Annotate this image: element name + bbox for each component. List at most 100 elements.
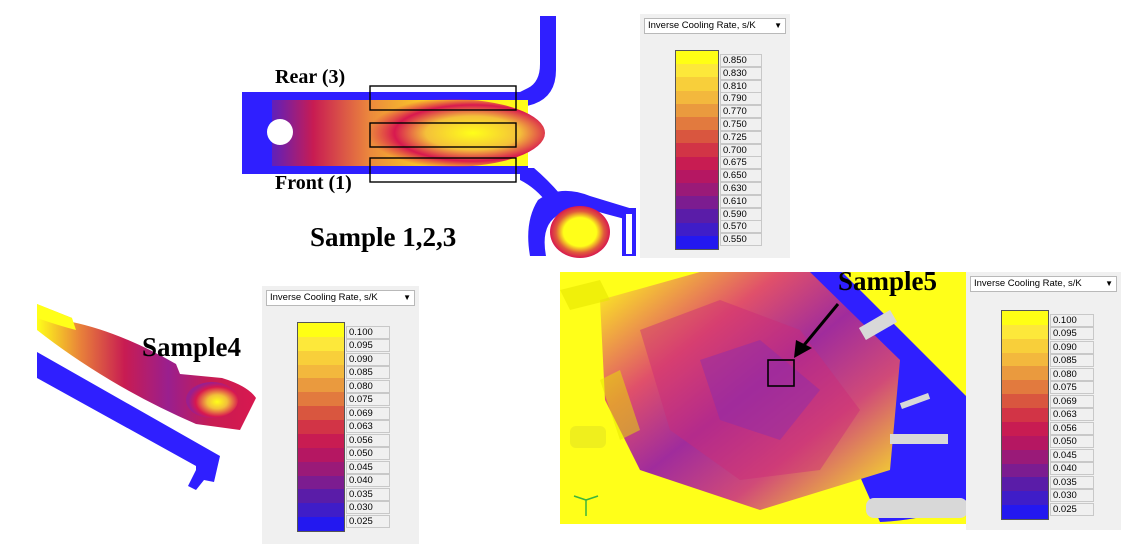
legend-values: 0.100 0.095 0.090 0.085 0.080 0.075 0.069 0.063… [1050,314,1094,516]
legend-value: 0.069 [346,406,390,420]
legend-color-bar [675,50,719,250]
legend-swatch [676,143,718,158]
legend-value: 0.630 [720,182,762,195]
chevron-down-icon: ▼ [1105,279,1113,288]
legend-value: 0.080 [346,379,390,393]
legend-swatch [298,517,344,531]
chevron-down-icon: ▼ [403,293,411,302]
legend-values: 0.850 0.830 0.810 0.790 0.770 0.750 0.725 0.700… [720,54,762,247]
legend-swatch [1002,491,1048,506]
legend-swatch [1002,311,1048,326]
legend-swatch [1002,408,1048,423]
legend-swatch [298,323,344,338]
legend-panel-right: Inverse Cooling Rate, s/K ▼ 0.100 0.095 0.… [966,272,1121,530]
legend-swatch [1002,505,1048,519]
legend-swatch [676,64,718,78]
legend-swatch [298,433,344,449]
legend-value: 0.056 [346,433,390,447]
legend-value: 0.075 [1050,381,1094,395]
legend-swatch [676,183,718,197]
legend-value: 0.063 [1050,408,1094,422]
legend-swatch [298,406,344,421]
legend-value: 0.080 [1050,367,1094,381]
legend-value: 0.650 [720,169,762,183]
legend-swatch [1002,463,1048,478]
sample5-label: Sample5 [838,266,938,296]
legend-value: 0.610 [720,194,762,208]
legend-swatch [298,378,344,393]
legend-value: 0.100 [1050,314,1094,327]
legend-select-left[interactable]: Inverse Cooling Rate, s/K ▼ [266,290,415,306]
legend-value: 0.045 [1050,448,1094,462]
middle-box [369,122,517,148]
legend-values: 0.100 0.095 0.090 0.085 0.080 0.075 0.069 0.063… [346,326,390,528]
legend-value: 0.675 [720,156,762,170]
sample4-label: Sample4 [142,332,242,362]
legend-swatch [298,489,344,504]
legend-value: 0.085 [346,366,390,380]
legend-value: 0.069 [1050,394,1094,408]
legend-swatch [298,336,344,352]
legend-swatch [676,222,718,237]
legend-value: 0.025 [346,514,390,528]
legend-value: 0.045 [346,460,390,474]
legend-value: 0.056 [1050,421,1094,435]
legend-swatch [676,117,718,131]
legend-value: 0.590 [720,207,762,221]
legend-swatch [298,350,344,366]
legend-swatch [1002,435,1048,451]
rear-label: Rear (3) [275,66,346,88]
legend-value: 0.100 [346,326,390,339]
sample5-box [767,359,795,387]
legend-swatch [1002,352,1048,367]
legend-value: 0.750 [720,118,762,131]
legend-value: 0.035 [1050,475,1094,489]
legend-value: 0.075 [346,393,390,407]
legend-swatch [676,235,718,249]
legend-swatch [298,447,344,463]
legend-value: 0.770 [720,105,762,119]
legend-value: 0.035 [346,487,390,501]
legend-swatch [1002,380,1048,395]
legend-swatch [298,420,344,435]
legend-swatch [676,130,718,144]
legend-value: 0.810 [720,79,762,93]
legend-swatch [1002,338,1048,354]
legend-value: 0.090 [1050,340,1094,354]
legend-value: 0.790 [720,92,762,106]
legend-swatch [676,196,718,210]
legend-swatch [1002,394,1048,409]
legend-swatch [298,364,344,379]
legend-swatch [676,51,718,65]
legend-title: Inverse Cooling Rate, s/K [270,292,378,303]
legend-value: 0.700 [720,143,762,157]
legend-swatch [1002,324,1048,340]
legend-title: Inverse Cooling Rate, s/K [648,20,756,31]
legend-value: 0.085 [1050,354,1094,368]
legend-swatch [676,77,718,92]
legend-color-bar [297,322,345,532]
legend-swatch [676,169,718,184]
legend-value: 0.040 [1050,462,1094,476]
legend-value: 0.025 [1050,502,1094,516]
legend-swatch [676,209,718,224]
legend-swatch [298,475,344,490]
legend-swatch [676,90,718,105]
legend-select-right[interactable]: Inverse Cooling Rate, s/K ▼ [970,276,1117,292]
sample-123-label: Sample 1,2,3 [310,222,457,252]
legend-swatch [676,156,718,171]
legend-panel-left: Inverse Cooling Rate, s/K ▼ 0.100 0.095 0.… [262,286,419,544]
legend-select-top[interactable]: Inverse Cooling Rate, s/K ▼ [644,18,786,34]
legend-value: 0.550 [720,233,762,247]
legend-swatch [1002,366,1048,381]
legend-swatch [298,461,344,477]
legend-value: 0.040 [346,474,390,488]
legend-value: 0.850 [720,54,762,67]
legend-value: 0.030 [346,501,390,515]
legend-swatch [1002,477,1048,492]
legend-value: 0.063 [346,420,390,434]
legend-title: Inverse Cooling Rate, s/K [974,278,1082,289]
legend-swatch [676,103,718,118]
chevron-down-icon: ▼ [774,21,782,30]
